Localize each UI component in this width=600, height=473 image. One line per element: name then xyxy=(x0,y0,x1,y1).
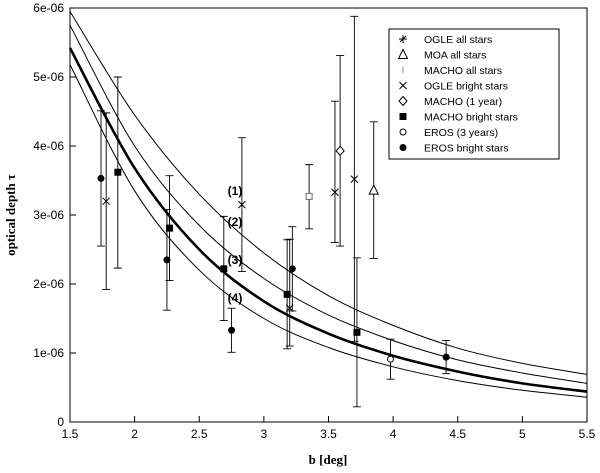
data-point xyxy=(220,265,228,273)
data-point xyxy=(350,175,359,183)
curve-label: (1) xyxy=(228,184,243,198)
data-point xyxy=(305,192,313,200)
legend-marker-icon xyxy=(399,113,407,120)
model-curve xyxy=(68,47,588,393)
x-tick-label: 2.5 xyxy=(191,427,208,441)
y-tick-label: 3e-06 xyxy=(33,208,64,222)
legend-label: EROS (3 years) xyxy=(424,127,498,139)
model-curve xyxy=(69,11,588,375)
legend-label: MACHO (1 year) xyxy=(424,96,502,108)
legend-marker-icon xyxy=(399,144,407,151)
axis-ticks: 1.5 2 2.5 3 3.5 4 4.5 5 5.5 0 1e-06 2e-06 3e-06 4e-06… xyxy=(33,1,595,441)
y-tick-label: 5e-06 xyxy=(33,70,64,84)
x-tick-label: 4 xyxy=(390,427,397,441)
data-point xyxy=(442,353,450,361)
legend-box xyxy=(388,28,560,160)
model-curve xyxy=(69,25,588,384)
curve-labels: (1) (2) (3) (4) xyxy=(228,184,243,305)
legend-marker-icon xyxy=(397,48,409,59)
y-tick-label: 6e-06 xyxy=(33,1,64,15)
x-tick-label: 1.5 xyxy=(62,427,79,441)
legend-label: MOA all stars xyxy=(424,50,486,62)
y-tick-label: 1e-06 xyxy=(33,346,64,360)
legend-label: MACHO all stars xyxy=(424,65,502,77)
legend: OGLE all stars MOA all stars MACHO all sta… xyxy=(388,28,560,160)
x-tick-label: 5 xyxy=(519,427,526,441)
legend-label: EROS bright stars xyxy=(424,143,509,155)
legend-marker-icon xyxy=(399,81,407,90)
data-point xyxy=(288,265,296,273)
x-tick-label: 5.5 xyxy=(579,427,596,441)
data-point xyxy=(387,355,395,363)
legend-marker-icon xyxy=(399,35,407,43)
data-point xyxy=(102,197,111,206)
x-tick-label: 4.5 xyxy=(449,427,466,441)
x-tick-label: 3 xyxy=(261,427,268,441)
y-axis-title: optical depth τ xyxy=(3,174,18,256)
x-tick-label: 3.5 xyxy=(320,427,337,441)
y-tick-label: 2e-06 xyxy=(33,277,64,291)
y-tick-label: 4e-06 xyxy=(33,139,64,153)
data-point xyxy=(283,290,291,298)
data-point xyxy=(285,304,294,313)
x-tick-label: 2 xyxy=(131,427,138,441)
data-point xyxy=(166,224,174,232)
data-point xyxy=(368,184,380,195)
legend-label: MACHO bright stars xyxy=(424,112,518,124)
data-point xyxy=(114,168,122,176)
curve-label: (2) xyxy=(228,215,243,229)
data-markers xyxy=(97,145,450,363)
legend-label: OGLE bright stars xyxy=(424,81,508,93)
legend-marker-icon xyxy=(399,128,407,136)
model-curves xyxy=(68,11,588,398)
data-point xyxy=(331,188,339,197)
curve-label: (3) xyxy=(228,253,243,267)
data-point xyxy=(238,200,246,209)
legend-label: OGLE all stars xyxy=(424,34,492,46)
data-point xyxy=(163,256,171,264)
model-curve xyxy=(69,64,588,398)
data-point xyxy=(353,328,361,336)
data-point xyxy=(228,326,236,334)
x-axis-title: b [deg] xyxy=(309,452,348,467)
legend-marker-icon xyxy=(398,95,408,107)
error-bar xyxy=(330,100,339,244)
curve-label: (4) xyxy=(228,291,243,305)
y-tick-label: 0 xyxy=(57,415,64,429)
data-point xyxy=(335,145,345,157)
data-point xyxy=(97,174,105,182)
